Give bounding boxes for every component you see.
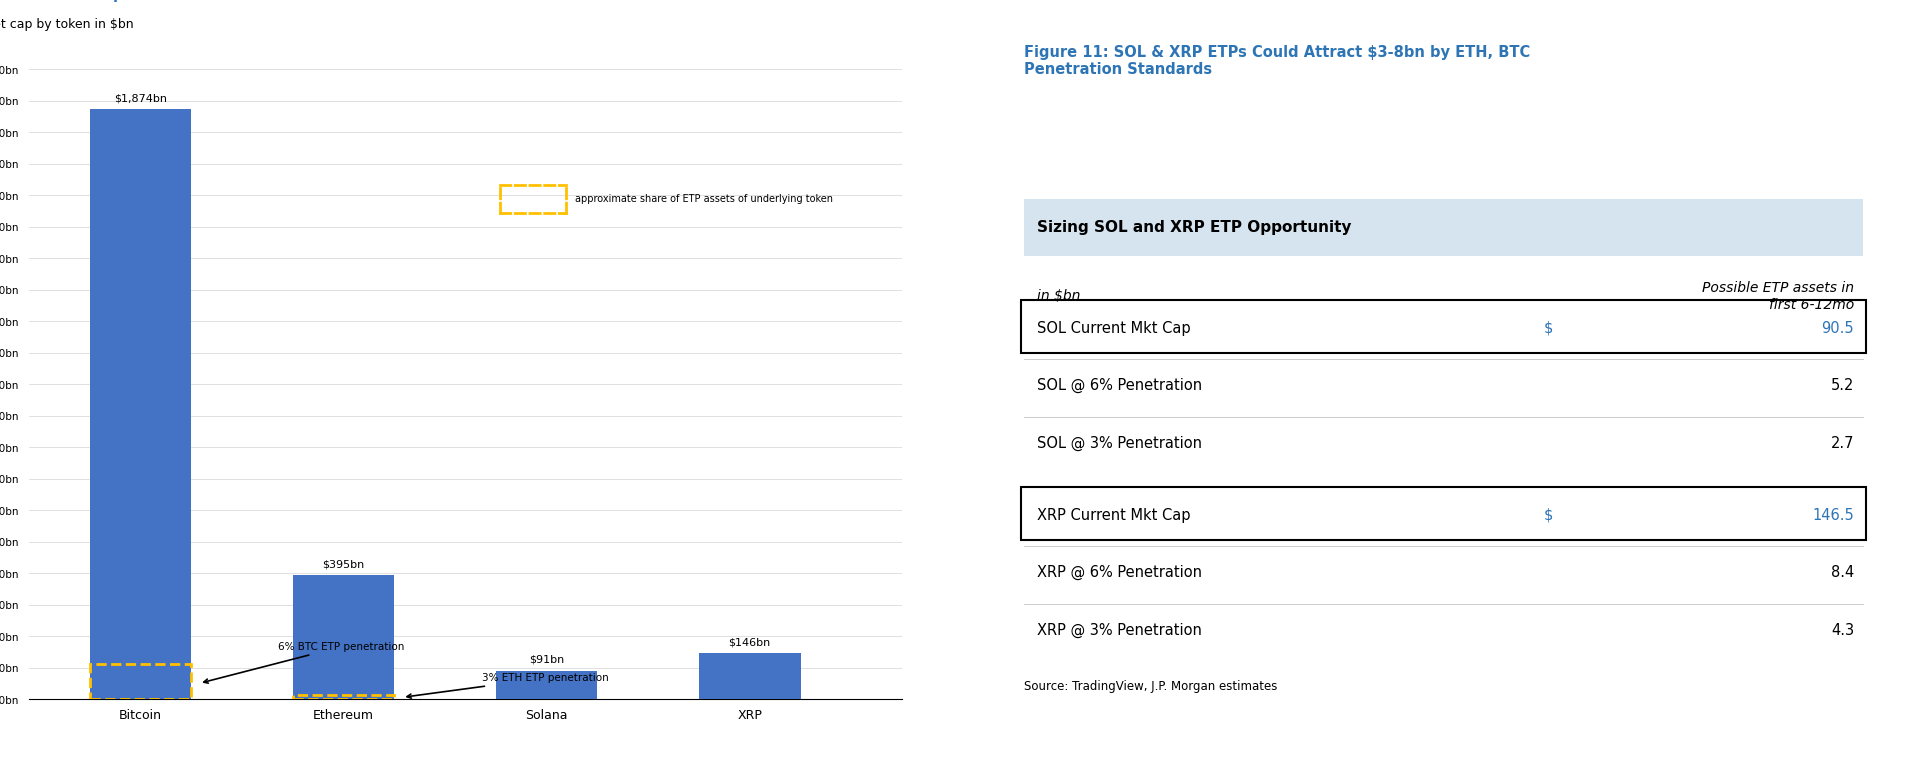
Text: SOL @ 6% Penetration: SOL @ 6% Penetration bbox=[1037, 378, 1203, 393]
Text: 4.3: 4.3 bbox=[1831, 622, 1854, 638]
Bar bbox=[699, 654, 800, 699]
Text: $1,874bn: $1,874bn bbox=[115, 93, 166, 103]
Text: XRP Current Mkt Cap: XRP Current Mkt Cap bbox=[1037, 508, 1191, 523]
Text: SOL Current Mkt Cap: SOL Current Mkt Cap bbox=[1037, 321, 1191, 336]
Text: 90.5: 90.5 bbox=[1821, 321, 1854, 336]
Text: XRP @ 3% Penetration: XRP @ 3% Penetration bbox=[1037, 622, 1203, 638]
FancyBboxPatch shape bbox=[1021, 487, 1867, 540]
Text: 2.7: 2.7 bbox=[1831, 435, 1854, 451]
Text: 146.5: 146.5 bbox=[1812, 508, 1854, 523]
Text: $91bn: $91bn bbox=[529, 655, 565, 665]
Text: Figure 11: SOL & XRP ETPs Could Attract $3-8bn by ETH, BTC
Penetration Standards: Figure 11: SOL & XRP ETPs Could Attract … bbox=[1025, 45, 1531, 77]
Text: Total market cap by token in $bn: Total market cap by token in $bn bbox=[0, 18, 134, 31]
Text: approximate share of ETP assets of underlying token: approximate share of ETP assets of under… bbox=[575, 195, 832, 204]
Text: 3% ETH ETP penetration: 3% ETH ETP penetration bbox=[407, 673, 609, 698]
Text: Sizing SOL and XRP ETP Opportunity: Sizing SOL and XRP ETP Opportunity bbox=[1037, 220, 1352, 235]
Text: 5.2: 5.2 bbox=[1831, 378, 1854, 393]
Bar bbox=[90, 664, 191, 699]
Bar bbox=[90, 109, 191, 699]
Text: in $bn: in $bn bbox=[1037, 290, 1080, 303]
Text: $146bn: $146bn bbox=[729, 638, 771, 648]
Text: 6% BTC ETP penetration: 6% BTC ETP penetration bbox=[204, 641, 405, 683]
Text: 8.4: 8.4 bbox=[1831, 565, 1854, 580]
FancyBboxPatch shape bbox=[1021, 300, 1867, 353]
Text: $: $ bbox=[1544, 321, 1554, 336]
Text: Possible ETP assets in
first 6-12mo: Possible ETP assets in first 6-12mo bbox=[1703, 281, 1854, 312]
Text: SOL @ 3% Penetration: SOL @ 3% Penetration bbox=[1037, 435, 1203, 451]
Bar bbox=[496, 670, 598, 699]
Text: Figure 10: BTC and ETH ETPs Make Up Only 3-6% of Total Tokens'
Market Cap: Figure 10: BTC and ETH ETPs Make Up Only… bbox=[29, 0, 567, 2]
FancyBboxPatch shape bbox=[1025, 198, 1863, 256]
Bar bbox=[292, 575, 395, 699]
Bar bbox=[292, 695, 395, 699]
Text: $: $ bbox=[1544, 508, 1554, 523]
Text: $395bn: $395bn bbox=[323, 559, 365, 569]
Text: Source: TradingView, J.P. Morgan estimates: Source: TradingView, J.P. Morgan estimat… bbox=[1025, 679, 1277, 692]
Text: XRP @ 6% Penetration: XRP @ 6% Penetration bbox=[1037, 565, 1203, 580]
